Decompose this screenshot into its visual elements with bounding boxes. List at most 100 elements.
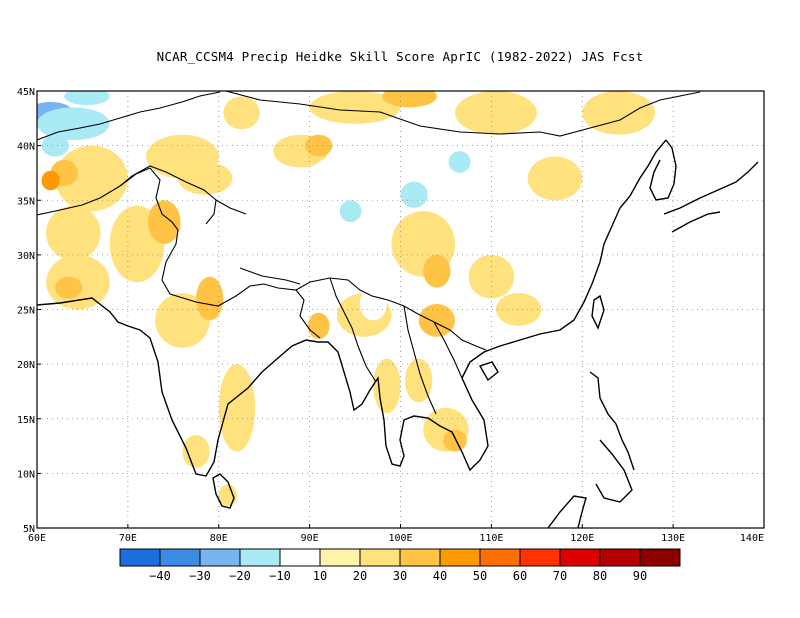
skill-region — [37, 107, 110, 141]
skill-region — [305, 134, 333, 157]
skill-region — [405, 358, 433, 403]
longitude-tick-label: 130E — [661, 533, 685, 544]
latitude-tick-label: 30N — [17, 251, 35, 262]
longitude-tick-label: 100E — [388, 533, 412, 544]
skill-region — [41, 170, 60, 191]
skill-region — [307, 312, 330, 339]
colorbar-tick-label: 70 — [553, 569, 567, 583]
border-bangladesh-myanmar — [295, 277, 377, 383]
colorbar-swatch — [359, 548, 401, 567]
skill-region — [418, 304, 456, 337]
skill-region — [55, 276, 83, 299]
skill-region — [400, 181, 428, 208]
lat-lon-grid — [37, 91, 764, 528]
colorbar-tick-label: 20 — [353, 569, 367, 583]
skill-region — [582, 91, 655, 135]
colorbar-swatch — [119, 548, 161, 567]
skill-region — [359, 287, 387, 321]
longitude-tick-label: 140E — [740, 533, 764, 544]
latitude-tick-label: 25N — [17, 306, 35, 317]
colorbar-swatch — [639, 548, 681, 567]
skill-region — [46, 205, 101, 261]
longitude-tick-label: 70E — [119, 533, 137, 544]
colorbar-swatch — [199, 548, 241, 567]
coastline-hainan — [478, 361, 499, 382]
skill-region — [309, 91, 401, 124]
skill-region — [182, 435, 210, 468]
coastline-southeast-asia — [318, 139, 667, 472]
skill-region — [455, 91, 537, 135]
skill-region — [147, 200, 181, 244]
skill-region — [495, 293, 542, 326]
coastline-taiwan — [591, 294, 605, 330]
colorbar-tick-label: 40 — [433, 569, 447, 583]
coastline-india — [37, 297, 319, 477]
longitude-tick-label: 60E — [28, 533, 46, 544]
skill-region — [155, 293, 210, 348]
colorbar-swatch — [519, 548, 561, 567]
skill-region — [218, 364, 256, 452]
chart-title: NCAR_CCSM4 Precip Heidke Skill Score Apr… — [156, 49, 644, 64]
colorbar-tick-label: 30 — [393, 569, 407, 583]
colorbar-swatch — [479, 548, 521, 567]
coastline-korea — [649, 139, 677, 201]
latitude-tick-label: 20N — [17, 360, 35, 371]
longitude-tick-label: 110E — [479, 533, 503, 544]
skill-region — [218, 484, 237, 507]
skill-region — [443, 429, 467, 452]
border-kashmir — [119, 165, 247, 225]
border-nepal — [239, 267, 301, 285]
latitude-tick-label: 45N — [17, 87, 35, 98]
colorbar-tick-label: 10 — [313, 569, 327, 583]
colorbar-swatch — [559, 548, 601, 567]
latitude-tick-label: 5N — [23, 524, 35, 535]
skill-region — [373, 358, 401, 414]
skill-region — [55, 145, 128, 212]
skill-region — [448, 151, 471, 173]
skill-region — [336, 249, 374, 272]
border-indochina — [403, 305, 463, 415]
latitude-tick-label: 15N — [17, 415, 35, 426]
border-central-asia — [37, 91, 701, 141]
coastline-borneo — [547, 495, 587, 528]
skill-region — [382, 91, 437, 108]
colorbar-swatch — [279, 548, 321, 567]
colorbar-swatch — [239, 548, 281, 567]
coastlines — [37, 91, 759, 528]
colorbar-tick-label: −10 — [269, 569, 291, 583]
border-south-asia — [37, 167, 487, 351]
skill-region — [196, 276, 224, 321]
colorbar-tick-label: −20 — [229, 569, 251, 583]
longitude-tick-label: 120E — [570, 533, 594, 544]
latitude-tick-label: 10N — [17, 469, 35, 480]
colorbar-swatch — [159, 548, 201, 567]
colorbar-swatch — [599, 548, 641, 567]
colorbar-tick-label: 80 — [593, 569, 607, 583]
skill-region — [41, 134, 69, 157]
latitude-tick-label: 35N — [17, 196, 35, 207]
skill-region — [64, 91, 110, 106]
colorbar: −40 −30 −20 −10 10 20 30 40 50 60 70 80 90 — [119, 548, 681, 583]
colorbar-tick-label: 60 — [513, 569, 527, 583]
longitude-labels: 60E 70E 80E 90E 100E 110E 120E 130E 140E — [28, 524, 765, 544]
coastline-japan — [663, 161, 759, 233]
colorbar-tick-label: −40 — [149, 569, 171, 583]
skill-region — [177, 162, 233, 195]
latitude-labels: 5N 10N 15N 20N 25N 30N 35N 40N 45N — [17, 87, 41, 535]
colorbar-tick-label: 90 — [633, 569, 647, 583]
skill-region — [641, 151, 669, 195]
longitude-tick-label: 90E — [301, 533, 319, 544]
colorbar-swatch — [439, 548, 481, 567]
skill-region — [423, 254, 451, 288]
skill-region — [150, 91, 197, 113]
coastline-sri-lanka — [212, 473, 235, 509]
coastline-philippines — [589, 371, 635, 503]
skill-region — [339, 200, 362, 223]
longitude-tick-label: 80E — [210, 533, 228, 544]
skill-region — [527, 156, 583, 201]
latitude-tick-label: 40N — [17, 142, 35, 153]
colorbar-tick-label: −30 — [189, 569, 211, 583]
colorbar-tick-label: 50 — [473, 569, 487, 583]
skill-region — [223, 96, 260, 130]
